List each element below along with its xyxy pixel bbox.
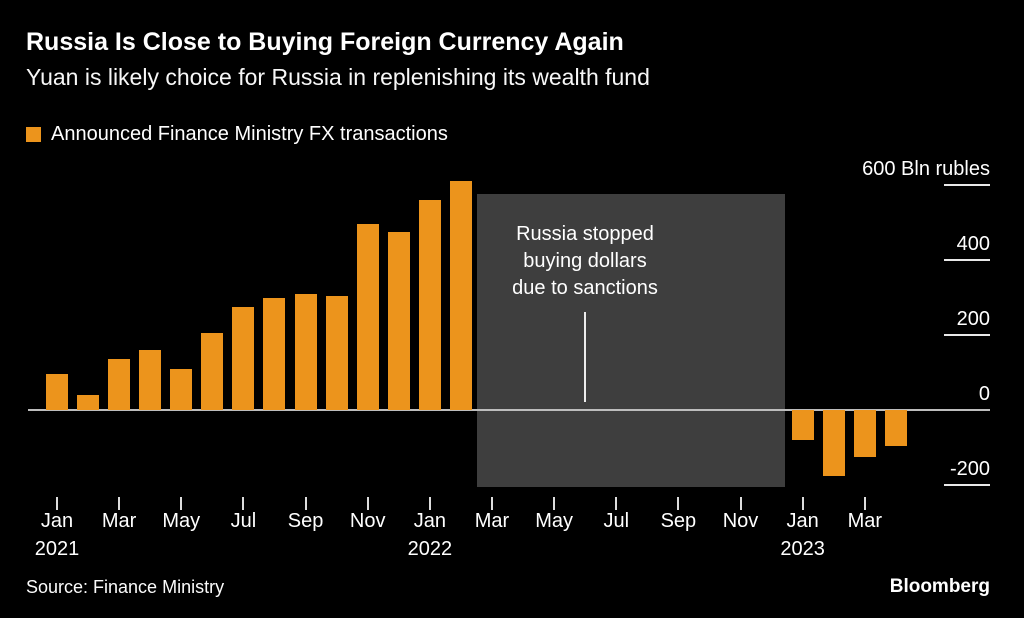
bloomberg-logo: Bloomberg (889, 576, 990, 597)
x-axis-month-label-3: Jul (230, 510, 257, 532)
x-axis-month-label-11: Nov (722, 510, 759, 532)
annotation-pointer-line (584, 312, 586, 402)
x-axis-tick-11 (739, 497, 742, 510)
y-axis-label-200: 200 (956, 308, 990, 330)
bar-jul-2021 (232, 306, 255, 410)
x-axis-tick-2 (180, 497, 183, 510)
x-axis-tick-7 (490, 497, 493, 510)
chart-title: Russia Is Close to Buying Foreign Curren… (26, 28, 624, 56)
bar-feb-2021 (77, 395, 100, 410)
y-axis-label--200: -200 (949, 458, 990, 480)
y-axis-label-400: 400 (956, 233, 990, 255)
x-axis-tick-13 (863, 497, 866, 510)
bar-dec-2021 (387, 231, 410, 410)
bar-apr-2023 (884, 410, 907, 446)
x-axis-tick-3 (242, 497, 245, 510)
bar-mar-2021 (108, 359, 131, 410)
bar-jun-2021 (201, 333, 224, 410)
x-axis-month-label-8: May (535, 510, 573, 532)
x-axis-tick-12 (801, 497, 804, 510)
bar-mar-2023 (853, 410, 876, 457)
y-axis-tick-600 (944, 184, 990, 186)
x-axis-month-label-9: Jul (603, 510, 630, 532)
x-axis-month-label-0: Jan (40, 510, 74, 532)
x-axis-tick-0 (56, 497, 58, 510)
sanctions-shaded-region (477, 194, 785, 487)
legend-swatch-icon (26, 127, 41, 142)
bar-feb-2022 (449, 181, 472, 410)
legend-label: Announced Finance Ministry FX transactio… (51, 123, 448, 145)
bar-jan-2022 (418, 200, 441, 410)
x-axis-tick-6 (428, 497, 431, 510)
bar-aug-2021 (263, 297, 286, 410)
x-axis-tick-8 (553, 497, 556, 510)
x-axis-month-label-10: Sep (660, 510, 697, 532)
source-label: Source: Finance Ministry (26, 577, 225, 597)
x-axis-tick-10 (677, 497, 680, 510)
x-axis-month-label-5: Nov (349, 510, 386, 532)
y-axis-label-0: 0 (978, 383, 990, 405)
legend: Announced Finance Ministry FX transactio… (26, 123, 448, 146)
bar-jan-2021 (46, 374, 68, 410)
zero-axis-line (28, 409, 990, 411)
x-axis-year-2022: 2022 (407, 538, 453, 560)
x-axis-tick-9 (615, 497, 618, 510)
bar-oct-2021 (325, 295, 348, 410)
x-axis-tick-5 (366, 497, 369, 510)
x-axis-year-2023: 2023 (780, 538, 825, 560)
x-axis-month-label-2: May (162, 510, 201, 532)
y-axis-tick-200 (944, 334, 990, 336)
x-axis-month-label-7: Mar (474, 510, 510, 532)
y-axis-tick-400 (944, 259, 990, 261)
x-axis-month-label-1: Mar (101, 510, 137, 532)
y-axis-tick--200 (944, 484, 990, 486)
x-axis-tick-1 (118, 497, 121, 510)
x-axis-month-label-6: Jan (413, 510, 446, 532)
bar-feb-2023 (822, 410, 845, 476)
bar-nov-2021 (356, 224, 379, 410)
x-axis-month-label-13: Mar (847, 510, 883, 532)
x-axis-tick-4 (304, 497, 307, 510)
chart-subtitle: Yuan is likely choice for Russia in repl… (26, 64, 650, 90)
bar-may-2021 (170, 368, 193, 410)
y-axis-label-600: 600 Bln rubles (862, 158, 990, 180)
bar-sep-2021 (294, 293, 317, 410)
annotation-text: Russia stopped buying dollars due to san… (512, 223, 658, 299)
x-axis-month-label-4: Sep (287, 510, 324, 532)
x-axis-month-label-12: Jan (786, 510, 819, 532)
x-axis-year-2021: 2021 (34, 538, 80, 560)
bar-jan-2023 (791, 410, 814, 440)
bar-apr-2021 (139, 350, 162, 410)
